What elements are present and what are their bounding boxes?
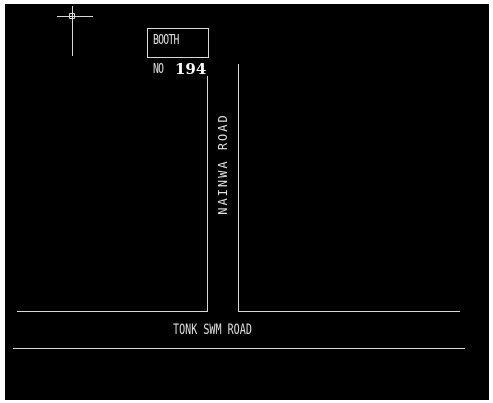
map-canvas[interactable]: BOOTH NO 194 NAINWA ROAD TONK SWM ROAD — [5, 4, 489, 400]
booth-label-box[interactable] — [147, 28, 209, 58]
crosshair-pick-box — [69, 13, 75, 19]
booth-number-prefix: NO — [153, 62, 164, 77]
tonk-road-bottom-edge[interactable] — [13, 348, 465, 349]
tonk-road-top-edge-left[interactable] — [17, 311, 208, 312]
tonk-road-top-edge-right[interactable] — [238, 311, 460, 312]
crosshair-horizontal-line — [57, 16, 93, 17]
nainwa-road-left-edge[interactable] — [207, 76, 208, 312]
booth-number: 194 — [175, 60, 207, 78]
booth-label: BOOTH — [153, 33, 179, 48]
crosshair-vertical-line — [72, 6, 73, 56]
nainwa-road-right-edge[interactable] — [238, 64, 239, 312]
tonk-road-label: TONK SWM ROAD — [173, 322, 252, 338]
nainwa-road-label: NAINWA ROAD — [216, 113, 230, 215]
